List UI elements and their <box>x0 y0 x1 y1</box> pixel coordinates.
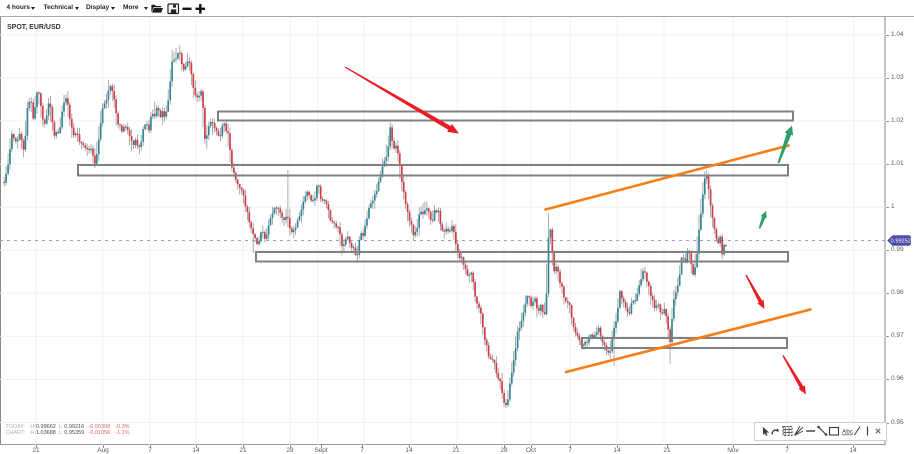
svg-text:Abc: Abc <box>842 429 854 436</box>
svg-text:0.99252: 0.99252 <box>891 239 911 245</box>
